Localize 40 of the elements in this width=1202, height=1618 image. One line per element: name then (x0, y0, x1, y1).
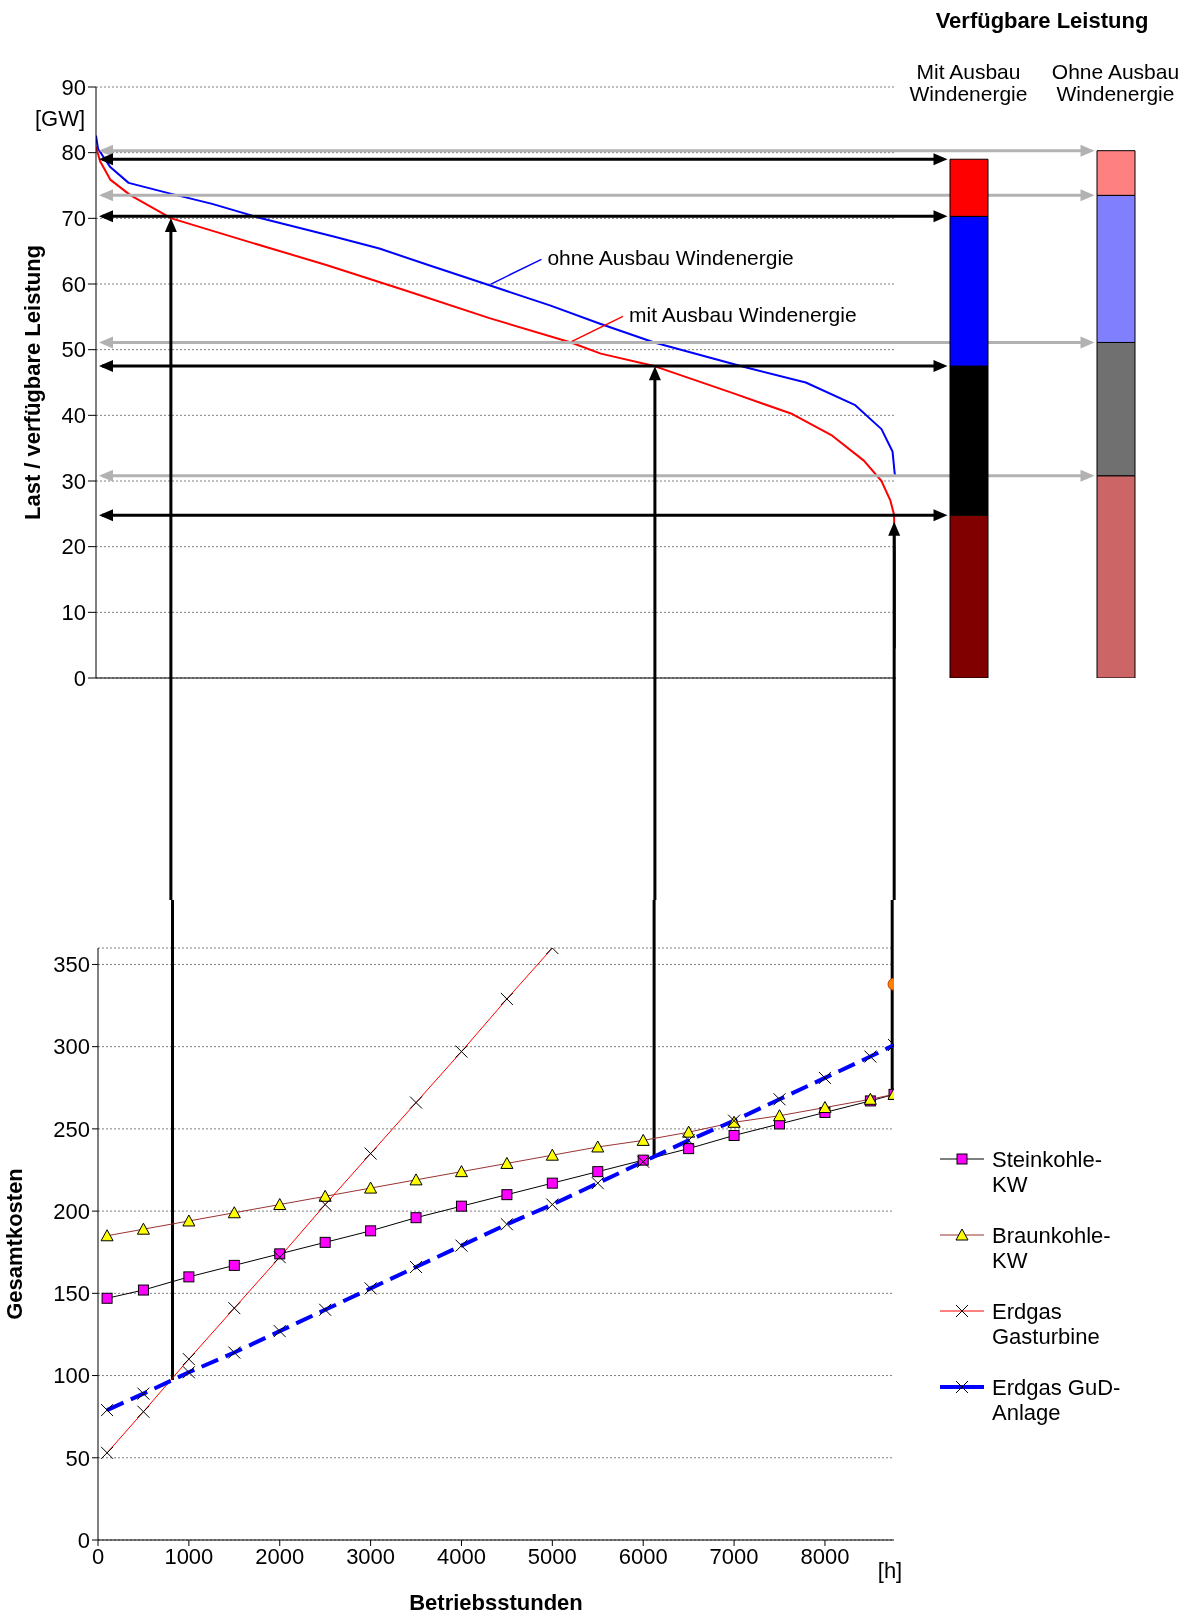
y-axis-title: Gesamtkosten (1, 1168, 27, 1320)
y-tick-label: 150 (53, 1281, 90, 1307)
text: [h] (876, 1558, 904, 1584)
x-tick-label: Mit Ausbau Windenergie (909, 60, 1028, 105)
y-tick-label: 80 (61, 140, 86, 166)
y-tick-label: 0 (73, 665, 86, 691)
y-tick-label: 40 (61, 403, 86, 429)
y-tick-label: 60 (61, 271, 86, 297)
y-tick-label: 50 (61, 337, 86, 363)
y-tick-label: 200 (53, 1198, 90, 1224)
chart-title: Verfügbare Leistung (934, 8, 1150, 34)
x-tick-label: 4000 (436, 1543, 486, 1569)
legend-label: Braunkohle-KW (992, 1223, 1112, 1273)
legend-label: Erdgas Gasturbine (992, 1299, 1101, 1349)
y-tick-label: 250 (53, 1116, 90, 1142)
y-tick-label: 50 (65, 1445, 90, 1471)
x-tick-label: 2000 (255, 1543, 305, 1569)
text: [GW] (33, 106, 87, 132)
y-tick-label: 30 (61, 468, 86, 494)
x-axis-title: Betriebsstunden (409, 1590, 583, 1615)
x-tick-label: Ohne Ausbau Windenergie (1051, 60, 1180, 105)
y-tick-label: 300 (53, 1034, 90, 1060)
y-tick-label: 20 (61, 534, 86, 560)
y-tick-label: 350 (53, 952, 90, 978)
x-tick-label: 3000 (346, 1543, 396, 1569)
legend-label: Erdgas GuD-Anlage (992, 1375, 1122, 1425)
legend-label: Steinkohle-KW (992, 1147, 1104, 1197)
x-tick-label: 5000 (527, 1543, 577, 1569)
y-tick-label: 100 (53, 1363, 90, 1389)
y-tick-label: 70 (61, 206, 86, 232)
legend-label: mit Ausbau Windenergie (628, 303, 857, 327)
x-tick-label: 6000 (618, 1543, 668, 1569)
x-tick-label: 7000 (709, 1543, 759, 1569)
y-tick-label: 90 (61, 74, 86, 100)
x-tick-label: 8000 (800, 1543, 850, 1569)
x-tick-label: 1000 (164, 1543, 214, 1569)
y-tick-label: 0 (77, 1527, 90, 1553)
y-tick-label: 10 (61, 600, 86, 626)
legend-label: ohne Ausbau Windenergie (547, 246, 794, 270)
y-axis-title: Last / verfügbare Leistung (19, 244, 45, 521)
